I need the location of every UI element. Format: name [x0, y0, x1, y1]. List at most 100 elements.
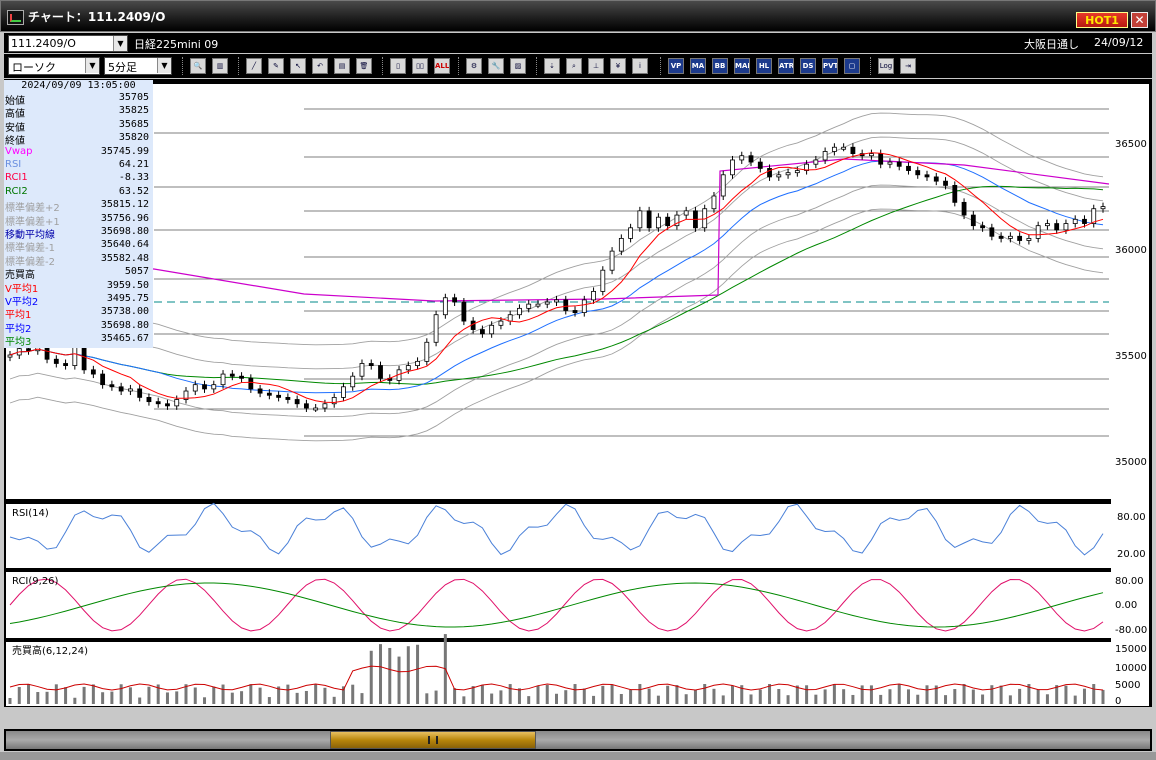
volume-bar	[860, 685, 864, 704]
candle	[1072, 218, 1078, 224]
download-icon[interactable]: ⇣	[544, 58, 560, 74]
bb-icon[interactable]: BB	[712, 58, 728, 74]
export-icon[interactable]: ⇥	[900, 58, 916, 74]
symbol-dropdown[interactable]: 111.2409/O ▼	[8, 35, 128, 52]
volume-bar	[1027, 684, 1031, 704]
volume-bar	[360, 693, 364, 704]
rci-panel	[6, 572, 1111, 638]
volume-bar	[851, 694, 855, 704]
candle	[442, 297, 448, 316]
candle	[628, 227, 634, 239]
all-icon[interactable]: ALL	[434, 58, 450, 74]
zoom-icon[interactable]: 🔍	[190, 58, 206, 74]
hot-button[interactable]: HOT1	[1076, 12, 1128, 28]
title-bar	[0, 0, 1156, 32]
candle	[220, 373, 226, 386]
volume-bar	[619, 693, 623, 704]
volume-bar	[1036, 689, 1040, 704]
candles-icon[interactable]: ▯▯	[412, 58, 428, 74]
volume-bar	[1092, 684, 1096, 704]
volume-bar	[592, 695, 596, 704]
volume-bar	[277, 686, 281, 704]
price-icon[interactable]: ¥	[610, 58, 626, 74]
info-icon[interactable]: i	[632, 58, 648, 74]
volume-bar	[379, 644, 383, 704]
row-label: 安値	[5, 122, 25, 134]
row-label: RSI	[5, 159, 22, 170]
data-panel-row: 終値 35820	[5, 132, 151, 147]
candle-icon[interactable]: ▯	[390, 58, 406, 74]
product-name: 日経225mini 09	[134, 38, 219, 51]
ds-icon[interactable]: DS	[800, 58, 816, 74]
scrollbar-track[interactable]	[6, 731, 1150, 749]
volume-tick-label: 0	[1115, 696, 1121, 707]
volume-bar	[332, 696, 336, 704]
chevron-down-icon[interactable]: ▼	[113, 36, 127, 51]
volume-bar	[573, 684, 577, 704]
candle	[266, 392, 272, 396]
atr-icon[interactable]: ATR	[778, 58, 794, 74]
chevron-down-icon[interactable]: ▼	[85, 58, 99, 73]
data-panel-row: 標準偏差-1 35640.64	[5, 239, 151, 254]
row-value: -8.33	[118, 172, 149, 184]
undo-icon[interactable]: ↶	[312, 58, 328, 74]
search-icon[interactable]: ⌕	[566, 58, 582, 74]
vp-icon[interactable]: VP	[668, 58, 684, 74]
candle	[767, 168, 772, 178]
copy-icon[interactable]: ▤	[334, 58, 350, 74]
log-icon[interactable]: Log	[878, 58, 894, 74]
trash-icon[interactable]: 🗑	[356, 58, 372, 74]
toolbar-separator	[870, 57, 873, 75]
close-icon[interactable]: ✕	[1131, 12, 1148, 28]
pencil-icon[interactable]: ✎	[268, 58, 284, 74]
hl-icon[interactable]: HL	[756, 58, 772, 74]
volume-bar	[545, 684, 549, 704]
row-value: 5057	[124, 266, 149, 278]
mae-icon[interactable]: MAE	[734, 58, 750, 74]
draw-line-icon[interactable]: ╱	[246, 58, 262, 74]
row-label: V平均2	[5, 297, 39, 308]
wrench-icon[interactable]: 🔧	[488, 58, 504, 74]
candle	[479, 329, 485, 335]
candle	[359, 363, 365, 377]
chevron-down-icon[interactable]: ▼	[157, 58, 171, 73]
cursor-icon[interactable]: ↖	[290, 58, 306, 74]
panel-datetime: 2024/09/09 13:05:00	[21, 80, 136, 91]
candle	[618, 237, 624, 252]
ma-icon[interactable]: MA	[690, 58, 706, 74]
data-panel-row: 平均2 35698.80	[5, 320, 151, 335]
candle	[322, 403, 328, 409]
color-icon[interactable]: ▨	[510, 58, 526, 74]
chart-type-select[interactable]: ローソク ▼	[8, 57, 100, 75]
band-lower-2	[9, 208, 1104, 442]
pvt-icon[interactable]: PVT	[822, 58, 838, 74]
volume-bar	[832, 684, 836, 704]
band-lower-1	[9, 184, 1104, 418]
candle	[507, 314, 513, 322]
split-icon[interactable]: ▥	[212, 58, 228, 74]
volume-bar	[730, 685, 734, 704]
volume-bar	[675, 685, 679, 704]
volume-bar	[601, 685, 605, 704]
candle	[368, 363, 374, 367]
interval-select[interactable]: 5分足 ▼	[104, 57, 172, 75]
volume-tick-label: 10000	[1115, 663, 1147, 674]
volume-bar	[925, 685, 929, 704]
candle	[804, 163, 809, 171]
row-label: RCI2	[5, 185, 28, 197]
volume-bar	[740, 685, 744, 704]
candle	[118, 386, 124, 392]
candle	[1045, 223, 1050, 227]
volume-bar	[249, 684, 253, 704]
bar-icon[interactable]: ⊥	[588, 58, 604, 74]
volume-bar	[1018, 688, 1022, 704]
price-chart[interactable]: 36500 36000 35500 35000 RSI(14) 80.00 20.00 RCI…	[4, 79, 1152, 707]
volume-bar	[638, 684, 642, 704]
frame-icon[interactable]: ▢	[844, 58, 860, 74]
scrollbar-thumb[interactable]	[330, 731, 536, 749]
settings-icon[interactable]: ⚙	[466, 58, 482, 74]
data-panel-row: 標準偏差-2 35582.48	[5, 253, 151, 268]
volume-bar	[425, 693, 429, 704]
candle	[452, 297, 458, 303]
volume-bar	[267, 697, 271, 704]
